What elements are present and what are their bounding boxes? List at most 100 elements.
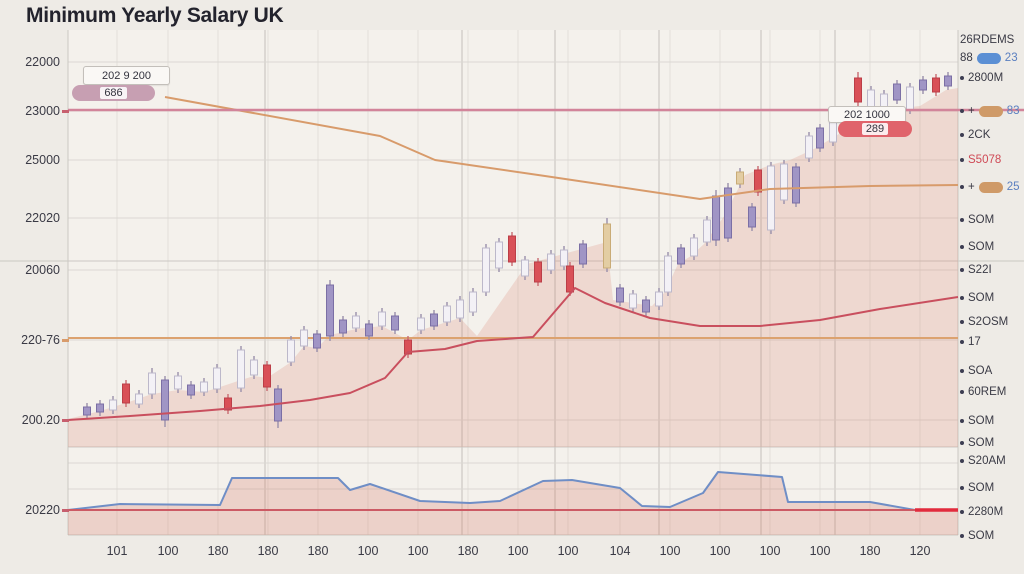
candlestick (767, 165, 775, 231)
sidebar-value-item: SOM (960, 214, 994, 226)
sidebar-value-item: 17 (960, 336, 981, 348)
candlestick (736, 171, 744, 185)
x-axis-label: 100 (557, 544, 579, 558)
x-axis-label: 104 (609, 544, 631, 558)
sidebar-value-item: SOM (960, 292, 994, 304)
orange-pill-icon (978, 181, 1003, 193)
candlestick (854, 77, 862, 103)
price-badge-mid-right: 202 1000 (828, 106, 906, 123)
sidebar-item-value: S22I (968, 264, 992, 276)
candlestick (944, 75, 952, 87)
bullet-dot-icon (960, 486, 964, 490)
candlestick (655, 291, 663, 307)
candlestick (919, 79, 927, 91)
y-axis-label: 20220 (25, 503, 60, 517)
candlestick (339, 319, 347, 334)
candlestick (748, 206, 756, 228)
orange-trend (164, 96, 959, 200)
sidebar-item-value: SOM (968, 437, 995, 449)
x-axis-label: 180 (257, 544, 279, 558)
y-axis-tick (62, 419, 69, 422)
candlestick (135, 393, 143, 405)
bullet-dot-icon (960, 185, 964, 189)
bullet-dot-icon (960, 245, 964, 249)
candlestick (313, 333, 321, 349)
candlestick (469, 291, 477, 313)
bullet-dot-icon (960, 158, 964, 162)
candlestick (200, 381, 208, 393)
bullet-dot-icon (960, 109, 964, 113)
sidebar-item-value: SOM (968, 292, 995, 304)
candlestick (417, 317, 425, 331)
sidebar-value-item: +83 (960, 105, 1020, 117)
price-pill-mid-right-value: 289 (861, 123, 889, 135)
candlestick (805, 135, 813, 159)
candlestick (724, 187, 732, 239)
candlestick (792, 166, 800, 204)
candlestick (521, 259, 529, 277)
sidebar-item-value: SOM (968, 214, 995, 226)
sidebar-item-value: 25 (1006, 181, 1020, 193)
sidebar-value-item: S22I (960, 264, 992, 276)
bullet-dot-icon (960, 419, 964, 423)
candlestick (547, 253, 555, 271)
candlestick (352, 315, 360, 329)
candlestick (148, 372, 156, 395)
sidebar-item-prefix: 88 (960, 52, 973, 64)
bullet-dot-icon (960, 218, 964, 222)
red-moving-average (67, 287, 959, 421)
candlestick (287, 339, 295, 363)
y-axis-label: 25000 (25, 153, 60, 167)
candlestick (482, 247, 490, 293)
sidebar-item-value: S2OSM (968, 316, 1009, 328)
y-axis-label: 22020 (25, 211, 60, 225)
bullet-dot-icon (960, 320, 964, 324)
sidebar-item-value: 17 (968, 336, 981, 348)
sidebar-item-value: 23 (1004, 52, 1018, 64)
sidebar-item-value: SOM (968, 530, 995, 542)
candlestick (932, 77, 940, 93)
bullet-dot-icon (960, 441, 964, 445)
bullet-dot-icon (960, 296, 964, 300)
candlestick (508, 235, 516, 263)
candlestick (187, 384, 195, 396)
candlestick (224, 397, 232, 411)
candlestick (816, 127, 824, 149)
sidebar-value-item: SOM (960, 241, 994, 253)
x-axis-label: 100 (507, 544, 529, 558)
sidebar-item-value: 60REM (968, 386, 1007, 398)
candlestick (603, 223, 611, 269)
sidebar-item-value: 2280M (968, 506, 1004, 518)
price-pill-mid-right: 289 (838, 121, 912, 137)
sidebar-item-prefix: 26RDEMS (960, 34, 1015, 46)
sidebar-item-value: 2CK (968, 129, 991, 141)
sidebar-value-item: 26RDEMS (960, 34, 1014, 46)
x-axis-label: 100 (809, 544, 831, 558)
x-axis-label: 180 (859, 544, 881, 558)
candlestick (534, 261, 542, 283)
candlestick (906, 86, 914, 111)
sidebar-item-value: S5078 (968, 154, 1002, 166)
candlestick (893, 83, 901, 101)
sidebar-value-item: 2800M (960, 72, 1003, 84)
sidebar-value-item: 60REM (960, 386, 1006, 398)
x-axis-label: 100 (659, 544, 681, 558)
x-axis-label: 100 (357, 544, 379, 558)
sidebar-item-prefix: + (968, 105, 975, 117)
y-axis-label: 20060 (25, 263, 60, 277)
candlestick (560, 249, 568, 267)
sidebar-value-item: SOA (960, 365, 992, 377)
x-axis-label: 100 (709, 544, 731, 558)
sidebar-value-item: SOM (960, 415, 994, 427)
oscillator-area-fill (68, 472, 958, 535)
bullet-dot-icon (960, 76, 964, 80)
sidebar-value-item: SOM (960, 482, 994, 494)
candlestick (754, 169, 762, 193)
y-axis-tick (62, 339, 69, 342)
sidebar-item-value: SOM (968, 241, 995, 253)
sidebar-item-value: S20AM (968, 455, 1006, 467)
sidebar-item-value: 2800M (968, 72, 1004, 84)
y-axis-label: 220-76 (21, 333, 60, 347)
